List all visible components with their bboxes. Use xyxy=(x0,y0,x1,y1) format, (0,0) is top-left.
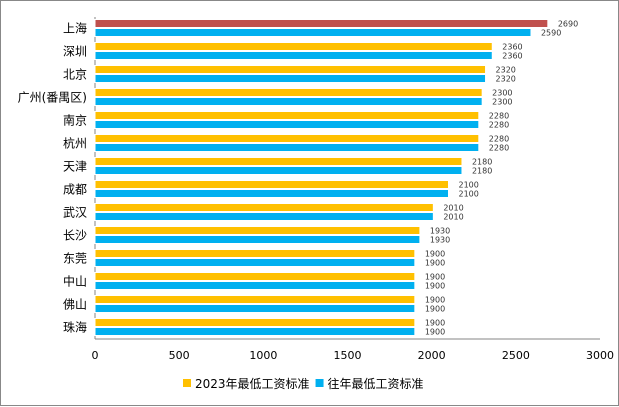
bar xyxy=(94,65,487,74)
data-label: 1900 xyxy=(425,296,445,305)
legend-label: 2023年最低工资标准 xyxy=(195,377,310,391)
category-label: 长沙 xyxy=(63,229,87,243)
bar xyxy=(94,120,480,129)
bar xyxy=(94,189,449,198)
data-label: 2280 xyxy=(489,144,509,153)
data-label: 2590 xyxy=(541,29,561,38)
category-label: 杭州 xyxy=(63,136,87,151)
bar xyxy=(94,304,416,313)
data-label: 2100 xyxy=(459,181,479,190)
x-tick-label: 1000 xyxy=(249,349,277,362)
bar xyxy=(94,318,416,327)
x-tick-label: 2000 xyxy=(418,349,446,362)
data-label: 2010 xyxy=(443,204,463,213)
bar xyxy=(94,28,532,37)
bar xyxy=(94,249,416,258)
data-label: 2010 xyxy=(443,213,463,222)
bar xyxy=(94,42,493,51)
x-tick-label: 3000 xyxy=(586,349,614,362)
data-label: 1900 xyxy=(425,250,445,259)
bar xyxy=(94,226,421,235)
data-label: 2280 xyxy=(489,121,509,130)
bar xyxy=(94,19,549,28)
bar xyxy=(94,134,480,143)
category-label: 天津 xyxy=(63,160,87,174)
category-label: 武汉 xyxy=(63,206,87,220)
data-label: 2100 xyxy=(459,190,479,199)
data-label: 1900 xyxy=(425,273,445,282)
bar xyxy=(94,97,483,106)
bar xyxy=(94,88,483,97)
data-label: 1900 xyxy=(425,282,445,291)
legend-swatch xyxy=(315,379,324,387)
bar xyxy=(94,111,480,120)
data-label: 2360 xyxy=(502,52,522,61)
category-label: 珠海 xyxy=(63,320,87,335)
data-label: 2280 xyxy=(489,135,509,144)
data-label: 2320 xyxy=(496,75,516,84)
bar xyxy=(94,295,416,304)
bar xyxy=(94,235,421,244)
data-label: 1930 xyxy=(430,227,450,236)
bar xyxy=(94,157,463,166)
bar xyxy=(94,51,493,60)
x-tick-label: 500 xyxy=(169,349,190,362)
data-label: 2360 xyxy=(502,43,522,52)
bar xyxy=(94,74,487,83)
bar xyxy=(94,272,416,281)
category-label: 佛山 xyxy=(63,298,87,312)
bar xyxy=(94,203,434,212)
x-tick-label: 2500 xyxy=(502,349,530,362)
legend-swatch xyxy=(183,379,191,387)
data-label: 1900 xyxy=(425,259,445,268)
data-label: 2180 xyxy=(472,158,492,167)
data-label: 1900 xyxy=(425,328,445,337)
x-tick-label: 0 xyxy=(92,349,99,362)
category-label: 南京 xyxy=(63,113,87,128)
category-label: 北京 xyxy=(63,68,87,82)
data-label: 1900 xyxy=(425,305,445,314)
data-label: 2180 xyxy=(472,167,492,176)
category-label: 成都 xyxy=(63,183,87,197)
bar xyxy=(94,212,434,221)
category-label: 深圳 xyxy=(63,45,87,59)
data-label: 2300 xyxy=(492,89,512,98)
category-label: 东莞 xyxy=(63,252,87,266)
data-label: 2280 xyxy=(489,112,509,121)
data-label: 2320 xyxy=(496,66,516,75)
legend-label: 往年最低工资标准 xyxy=(328,376,424,391)
bar xyxy=(94,327,416,336)
data-label: 1900 xyxy=(425,319,445,328)
category-label: 广州(番禺区) xyxy=(18,91,87,105)
x-tick-label: 1500 xyxy=(334,349,362,362)
category-label: 中山 xyxy=(63,274,87,289)
data-label: 2300 xyxy=(492,98,512,107)
bar xyxy=(94,258,416,267)
data-label: 1930 xyxy=(430,236,450,245)
bar xyxy=(94,180,449,189)
bar xyxy=(94,166,463,175)
bar xyxy=(94,281,416,290)
bar xyxy=(94,143,480,152)
data-label: 2690 xyxy=(558,20,578,29)
category-label: 上海 xyxy=(63,21,87,36)
